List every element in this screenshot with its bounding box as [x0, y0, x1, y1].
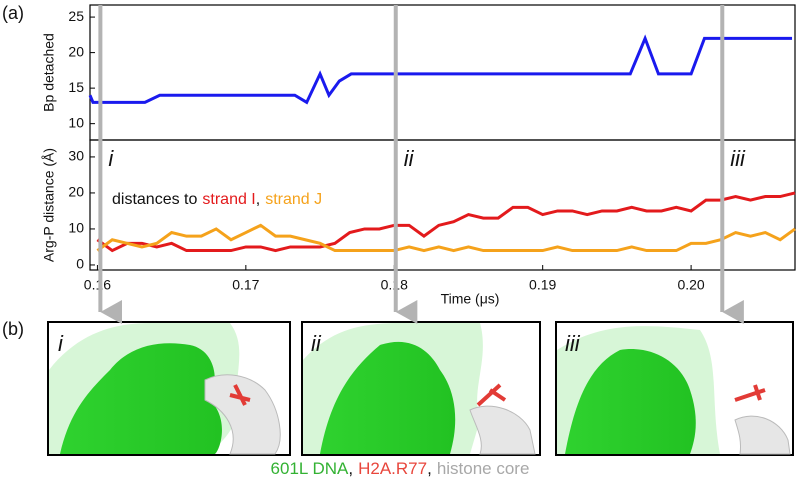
legend-separator: , [256, 191, 260, 208]
y-tick-label: 0 [76, 256, 84, 272]
series-line [96, 223, 796, 253]
image-label: i [58, 331, 64, 356]
image-panel [301, 321, 541, 456]
x-tick-label: 0.19 [529, 277, 556, 293]
series-line [96, 191, 796, 253]
x-tick-label: 0.16 [84, 277, 111, 293]
y-tick-label: 25 [68, 8, 84, 24]
y-tick-label: 10 [68, 114, 84, 130]
x-tick-label: 0.17 [232, 277, 259, 293]
legend-prefix: distances to [112, 191, 197, 208]
caption-part: 601L DNA [271, 459, 349, 478]
caption: 601L DNA, H2A.R77, histone core [271, 459, 530, 478]
panel-label: (b) [2, 319, 24, 339]
legend-entry: strand I [202, 191, 255, 208]
legend: distances to strand I, strand J [112, 191, 322, 208]
y-tick-label: 15 [68, 79, 84, 95]
y-axis-label: Bp detached [41, 33, 57, 112]
y-tick-label: 20 [68, 43, 84, 59]
caption-part: H2A.R77 [358, 459, 427, 478]
marker-label: i [108, 146, 114, 171]
caption-part: histone core [437, 459, 530, 478]
y-tick-label: 10 [68, 220, 84, 236]
plot-frame [89, 139, 796, 271]
image-panel [47, 321, 291, 456]
y-tick-label: 30 [68, 148, 84, 164]
panel-label: (a) [2, 3, 24, 23]
image-panel [555, 321, 794, 456]
x-tick-label: 0.20 [677, 277, 704, 293]
y-axis-label: Arg-P distance (Å) [41, 148, 57, 262]
image-label: ii [311, 331, 322, 356]
y-tick-label: 20 [68, 184, 84, 200]
legend-entry: strand J [265, 191, 322, 208]
x-axis-label: Time (μs) [441, 291, 500, 307]
image-label: iii [565, 331, 581, 356]
marker-label: ii [404, 146, 415, 171]
caption-separator: , [427, 459, 432, 478]
series-line [88, 34, 793, 105]
marker-label: iii [730, 146, 746, 171]
caption-separator: , [348, 459, 353, 478]
